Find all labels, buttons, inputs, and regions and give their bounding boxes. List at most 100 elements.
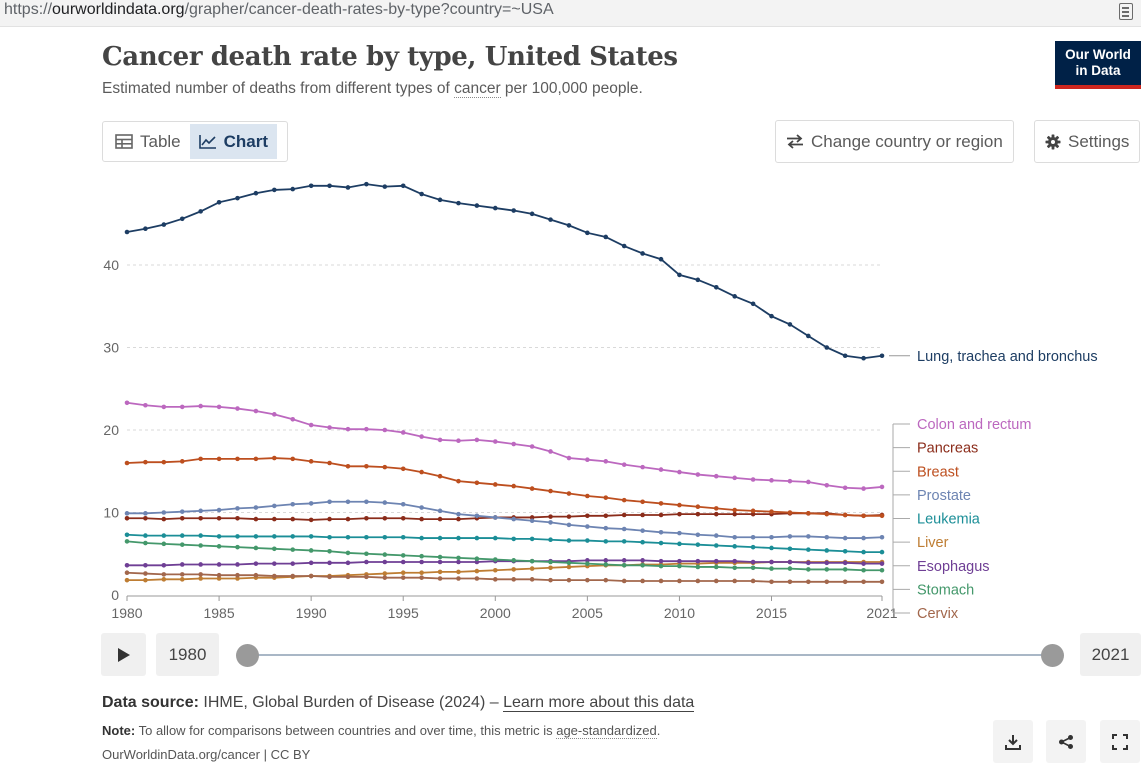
cancer-link[interactable]: cancer [454,80,501,98]
data-point [603,525,609,531]
end-year-box[interactable]: 2021 [1080,633,1141,676]
data-point [750,559,756,565]
reader-view-icon[interactable] [1119,3,1133,20]
data-point [879,549,885,555]
download-button[interactable] [993,720,1033,763]
chart-subtitle: Estimated number of deaths from differen… [102,80,643,98]
data-point [437,197,443,203]
tab-table[interactable]: Table [106,124,190,159]
data-point [161,577,167,582]
data-point [272,573,277,579]
data-point [713,511,719,517]
data-point [308,548,314,553]
tab-chart[interactable]: Chart [189,124,278,159]
series-line [126,401,883,490]
data-point [382,571,388,576]
data-point [640,251,645,256]
data-point [400,430,406,435]
note-label: Note: [102,723,136,738]
data-point [750,301,756,307]
data-point [511,441,517,447]
data-point [198,515,203,521]
series-label: Pancreas [917,441,978,457]
data-point [419,535,424,541]
learn-more-link[interactable]: Learn more about this data [503,694,695,712]
data-point [677,530,682,536]
data-point [400,501,406,507]
data-point [308,422,314,428]
address-bar[interactable]: https://ourworldindata.org/grapher/cance… [0,0,1141,27]
data-point [345,426,351,432]
data-point [198,533,203,538]
data-point [382,534,388,540]
data-point [474,568,480,574]
data-point [621,512,627,518]
data-point [695,564,701,570]
data-point [364,534,369,540]
data-point [290,456,296,462]
share-button[interactable] [1046,720,1086,763]
credit-link[interactable]: OurWorldinData.org/cancer | CC BY [102,747,311,762]
data-point [272,187,277,193]
data-point [750,544,756,550]
end-handle[interactable] [1041,644,1064,667]
data-point [198,508,203,514]
data-point [750,578,756,584]
data-point [529,566,535,571]
settings-button[interactable]: Settings [1034,120,1141,163]
play-button[interactable] [101,633,146,676]
age-standardized-link[interactable]: age-standardized [556,723,657,739]
data-point [603,539,609,544]
data-point [400,553,406,558]
source-label: Data source: [102,694,199,711]
data-point [419,559,424,565]
owid-logo[interactable]: Our World in Data [1055,41,1141,89]
data-point [787,510,793,515]
fullscreen-button[interactable] [1100,720,1140,763]
data-point [769,313,774,319]
data-point [272,455,277,461]
data-point [787,322,793,327]
start-year-box[interactable]: 1980 [156,633,219,676]
data-point [327,499,332,505]
data-point [235,195,240,201]
data-point [677,469,682,475]
data-point [806,479,811,485]
data-point [566,577,572,583]
timeline-track[interactable] [248,654,1053,656]
data-point [511,536,517,542]
data-point [658,467,664,472]
change-country-button[interactable]: Change country or region [775,120,1014,163]
data-point [143,540,148,546]
url-path: /grapher/cancer-death-rates-by-type?coun… [184,1,554,18]
data-point [235,544,240,550]
line-chart-icon [198,135,216,149]
tab-chart-label: Chart [223,131,269,151]
x-tick-label: 2005 [572,605,603,621]
data-point [290,416,296,422]
data-point [456,535,461,541]
data-point [179,509,185,514]
data-point [861,355,866,361]
data-point [585,493,590,499]
data-point [640,563,645,568]
data-point [658,530,664,535]
data-point [640,499,645,505]
start-handle[interactable] [236,644,259,667]
data-point [308,517,314,523]
data-point [419,553,424,559]
data-point [143,563,148,568]
data-point [253,572,259,578]
data-point [713,564,719,570]
data-point [456,516,461,522]
data-point [732,534,737,540]
x-tick-label: 1990 [296,605,327,621]
data-point [474,576,480,581]
data-point [216,576,222,581]
data-point [658,558,664,564]
data-point [290,501,296,507]
data-point [235,515,240,521]
data-point [603,577,609,583]
data-point [124,511,130,516]
data-point [732,511,737,517]
